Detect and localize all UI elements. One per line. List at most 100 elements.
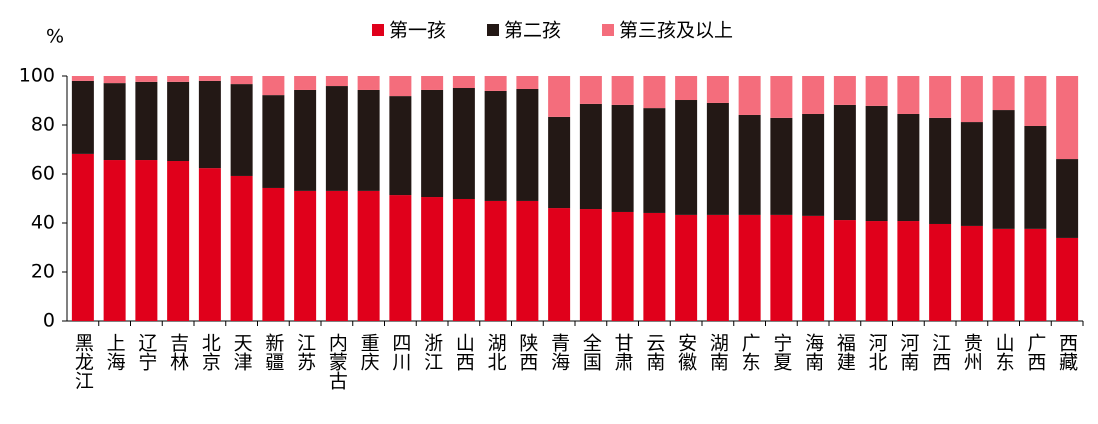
x-tick-label: 西藏 xyxy=(1056,333,1078,372)
x-tick-label: 甘肃 xyxy=(612,333,634,371)
bar-segment xyxy=(770,76,793,118)
x-tick-label: 江苏 xyxy=(294,333,316,371)
x-tick-label: 山东 xyxy=(993,333,1015,371)
x-tick-label: 全国 xyxy=(580,333,602,371)
bar-segment xyxy=(706,102,729,215)
x-tick-label: 湖北 xyxy=(485,333,507,371)
x-tick-label: 湖南 xyxy=(707,333,729,371)
bar-segment xyxy=(452,198,475,321)
bar-segment xyxy=(802,215,825,321)
bar-segment xyxy=(865,221,888,321)
bar-segment xyxy=(198,80,221,169)
bar-segment xyxy=(897,76,920,114)
bar-segment xyxy=(960,225,983,321)
bar-segment xyxy=(1056,76,1079,160)
y-tick-label: 60 xyxy=(31,163,55,185)
bar-segment xyxy=(262,76,285,96)
bar-segment xyxy=(548,208,571,321)
x-tick-label: 陕西 xyxy=(516,333,538,371)
x-tick-label: 江西 xyxy=(929,333,951,371)
y-tick-label: 0 xyxy=(43,310,55,332)
bar-segment xyxy=(167,76,190,82)
bar-segment xyxy=(611,211,634,321)
bar-segment xyxy=(294,89,317,191)
x-tick-label: 海南 xyxy=(802,333,824,371)
bar-segment xyxy=(262,187,285,321)
bar-segment xyxy=(992,110,1015,229)
bar-segment xyxy=(103,160,126,321)
x-tick-label: 吉林 xyxy=(167,333,189,371)
bar-segment xyxy=(643,108,666,213)
bar-segment xyxy=(960,122,983,226)
legend-label: 第一孩 xyxy=(389,20,446,42)
x-tick-label: 河南 xyxy=(897,333,919,371)
y-tick-label: 40 xyxy=(31,212,55,234)
y-tick-label: 80 xyxy=(31,114,55,136)
bar-segment xyxy=(325,76,348,87)
x-tick-label: 广西 xyxy=(1024,333,1046,371)
x-tick-label: 广东 xyxy=(739,333,761,371)
bar-segment xyxy=(929,117,952,224)
bar-segment xyxy=(230,84,253,176)
legend-swatch xyxy=(602,24,614,36)
bar-segment xyxy=(738,214,761,321)
bar-segment xyxy=(135,160,158,321)
bar-segment xyxy=(929,76,952,118)
bar-segment xyxy=(484,76,507,91)
legend-label: 第二孩 xyxy=(504,20,561,42)
x-tick-label: 浙江 xyxy=(421,333,443,371)
x-tick-label: 新疆 xyxy=(262,333,284,371)
bar-segment xyxy=(897,113,920,222)
bar-segment xyxy=(198,76,221,81)
x-tick-label: 安徽 xyxy=(675,333,697,371)
bar-segment xyxy=(325,86,348,191)
bar-segment xyxy=(643,212,666,321)
bar-segment xyxy=(770,117,793,215)
x-tick-label: 内蒙古 xyxy=(326,333,348,390)
bar-segment xyxy=(516,76,539,89)
bar-segment xyxy=(484,90,507,201)
x-tick-label: 河北 xyxy=(866,333,888,371)
bar-segment xyxy=(992,76,1015,111)
x-tick-label: 福建 xyxy=(834,333,856,371)
bar-segment xyxy=(71,153,94,321)
bar-segment xyxy=(167,161,190,321)
bar-segment xyxy=(675,76,698,101)
bar-segment xyxy=(230,175,253,321)
bar-segment xyxy=(71,80,94,154)
bar-segment xyxy=(802,113,825,216)
bar-segment xyxy=(389,195,412,321)
bar-segment xyxy=(865,105,888,222)
bar-segment xyxy=(71,76,94,81)
bar-segment xyxy=(357,76,380,90)
bar-segment xyxy=(611,104,634,212)
x-tick-label: 云南 xyxy=(643,333,665,371)
bar-segment xyxy=(833,104,856,221)
bar-segment xyxy=(389,76,412,97)
legend-swatch xyxy=(487,24,499,36)
bar-segment xyxy=(516,200,539,321)
bar-segment xyxy=(833,76,856,105)
bar-segment xyxy=(1024,228,1047,321)
bar-segment xyxy=(294,76,317,90)
bar-segment xyxy=(421,76,444,90)
bar-segment xyxy=(484,200,507,321)
bar-segment xyxy=(452,88,475,199)
x-tick-label: 辽宁 xyxy=(135,333,157,371)
x-tick-label: 四川 xyxy=(389,333,411,371)
y-tick-label: 100 xyxy=(19,65,55,87)
bar-segment xyxy=(325,190,348,321)
bar-segment xyxy=(611,76,634,105)
legend-label: 第三孩及以上 xyxy=(619,20,733,42)
bar-segment xyxy=(421,89,444,198)
bar-segment xyxy=(262,95,285,188)
bar-segment xyxy=(1024,125,1047,229)
bar-segment xyxy=(1024,76,1047,126)
bar-segment xyxy=(548,116,571,209)
bar-segment xyxy=(421,197,444,321)
bar-segment xyxy=(452,76,475,89)
bar-segment xyxy=(103,76,126,84)
y-tick-label: 20 xyxy=(31,261,55,283)
bar-segment xyxy=(706,214,729,321)
